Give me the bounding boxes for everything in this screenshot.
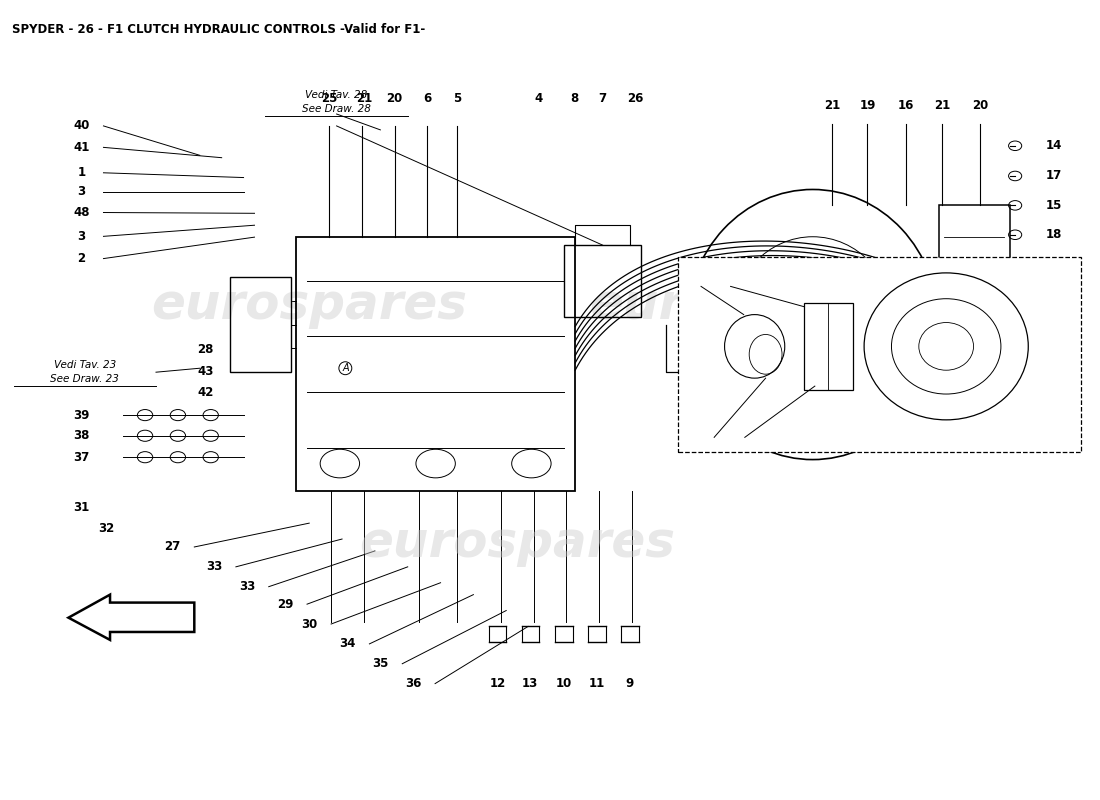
Text: 20: 20 (972, 98, 988, 112)
Text: 31: 31 (74, 501, 90, 514)
Text: 33: 33 (206, 560, 222, 574)
Text: 37: 37 (74, 450, 90, 464)
Text: 17: 17 (1045, 170, 1062, 182)
Text: eurospares: eurospares (588, 281, 905, 329)
Text: 4: 4 (535, 92, 543, 105)
Text: 30: 30 (301, 618, 317, 630)
Text: SPYDER - 26 - F1 CLUTCH HYDRAULIC CONTROLS -Valid for F1-: SPYDER - 26 - F1 CLUTCH HYDRAULIC CONTRO… (11, 22, 425, 36)
Text: 29: 29 (277, 598, 294, 610)
Text: 15: 15 (1045, 199, 1062, 212)
Text: 41: 41 (74, 141, 90, 154)
Text: 16: 16 (898, 98, 914, 112)
Text: 11: 11 (588, 677, 605, 690)
Text: 36: 36 (405, 677, 421, 690)
Text: 42: 42 (197, 386, 213, 398)
Text: 21: 21 (934, 98, 950, 112)
Text: 38: 38 (74, 430, 90, 442)
Text: eurospares: eurospares (360, 519, 675, 567)
Text: 27: 27 (164, 541, 180, 554)
Bar (678, 257, 1081, 452)
Text: 9: 9 (626, 677, 634, 690)
Bar (804, 302, 854, 390)
Text: 13: 13 (522, 677, 538, 690)
Text: 1: 1 (77, 166, 86, 179)
Text: 7: 7 (598, 92, 606, 105)
Text: Vedi Tav. 28
See Draw. 28: Vedi Tav. 28 See Draw. 28 (302, 90, 371, 114)
Text: 22: 22 (688, 308, 704, 321)
Text: 48: 48 (74, 206, 90, 219)
Text: 3: 3 (77, 230, 86, 243)
Text: 32: 32 (99, 522, 114, 535)
Text: 8: 8 (570, 92, 579, 105)
Text: 23: 23 (688, 359, 704, 372)
Text: 5: 5 (453, 92, 461, 105)
Text: 44: 44 (737, 431, 754, 444)
Text: 19: 19 (859, 98, 876, 112)
Text: 18: 18 (1045, 228, 1062, 242)
Text: 24: 24 (688, 335, 704, 349)
Text: 10: 10 (557, 677, 572, 690)
Text: 43: 43 (197, 365, 213, 378)
Text: Vedi Tav. 23
See Draw. 23: Vedi Tav. 23 See Draw. 23 (51, 360, 119, 384)
Text: 26: 26 (627, 92, 644, 105)
Text: A: A (342, 363, 349, 374)
Text: 21: 21 (355, 92, 372, 105)
Bar (296, 237, 575, 491)
Bar (938, 206, 1010, 356)
Text: 25: 25 (321, 92, 337, 105)
Bar (564, 245, 641, 317)
Text: 2: 2 (77, 252, 86, 265)
Text: 39: 39 (74, 409, 90, 422)
Text: eurospares: eurospares (151, 281, 468, 329)
Text: 21: 21 (824, 98, 840, 112)
Text: 20: 20 (386, 92, 403, 105)
Text: 33: 33 (239, 580, 255, 593)
Text: 45: 45 (706, 431, 723, 444)
Text: Vedi Tav. 27
See Draw. 27: Vedi Tav. 27 See Draw. 27 (904, 424, 974, 448)
Text: 40: 40 (74, 119, 90, 133)
Text: 46: 46 (693, 280, 710, 293)
Text: 47: 47 (723, 280, 739, 293)
Bar (230, 277, 290, 372)
Text: 3: 3 (77, 186, 86, 198)
Text: 34: 34 (339, 638, 355, 650)
Text: 12: 12 (490, 677, 506, 690)
Text: 6: 6 (424, 92, 431, 105)
Text: 14: 14 (1045, 139, 1062, 152)
Text: 28: 28 (197, 343, 213, 357)
Text: 35: 35 (372, 658, 388, 670)
